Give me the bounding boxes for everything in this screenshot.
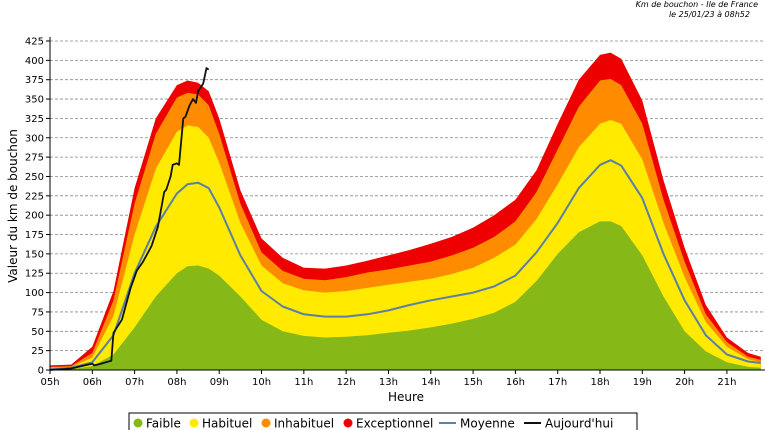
x-axis-title: Heure xyxy=(388,390,424,404)
y-tick-label: 225 xyxy=(25,191,44,202)
y-tick-label: 200 xyxy=(25,211,44,222)
legend-label: Inhabituel xyxy=(274,417,334,430)
x-tick-label: 13h xyxy=(379,377,398,388)
y-tick-label: 275 xyxy=(25,153,44,164)
y-tick-label: 0 xyxy=(38,366,44,377)
x-tick-label: 20h xyxy=(675,377,694,388)
y-tick-label: 375 xyxy=(25,75,44,86)
x-tick-label: 17h xyxy=(548,377,567,388)
lines xyxy=(49,67,761,371)
y-tick-label: 150 xyxy=(25,249,44,260)
legend-label: Aujourd'hui xyxy=(545,417,613,430)
y-tick-label: 425 xyxy=(25,37,44,48)
legend-label: Exceptionnel xyxy=(356,417,433,430)
x-tick-label: 19h xyxy=(633,377,652,388)
legend-label: Moyenne xyxy=(460,417,515,430)
x-tick-label: 11h xyxy=(294,377,313,388)
stamp-date: le 25/01/23 à 08h52 xyxy=(669,10,750,19)
stamp-title: Km de bouchon - Ile de France xyxy=(636,0,758,9)
line-aujourdhui xyxy=(49,67,210,371)
legend-frame xyxy=(128,412,638,430)
legend-swatch xyxy=(261,418,271,428)
x-tick-label: 18h xyxy=(590,377,609,388)
x-tick-label: 21h xyxy=(717,377,736,388)
x-tick-label: 10h xyxy=(252,377,271,388)
y-tick-label: 300 xyxy=(25,133,44,144)
x-tick-label: 12h xyxy=(337,377,356,388)
legend-swatch xyxy=(133,418,143,428)
y-tick-label: 25 xyxy=(31,346,44,357)
x-tick-label: 07h xyxy=(125,377,144,388)
legend-label: Habituel xyxy=(202,417,252,430)
x-tick-label: 06h xyxy=(83,377,102,388)
area-faible xyxy=(50,221,761,370)
x-tick-label: 09h xyxy=(210,377,229,388)
x-tick-label: 14h xyxy=(421,377,440,388)
y-tick-label: 125 xyxy=(25,269,44,280)
legend-swatch xyxy=(343,418,353,428)
y-tick-label: 350 xyxy=(25,95,44,106)
y-tick-label: 325 xyxy=(25,114,44,125)
x-tick-label: 16h xyxy=(506,377,525,388)
x-tick-label: 05h xyxy=(40,377,59,388)
y-tick-label: 175 xyxy=(25,230,44,241)
x-tick-label: 08h xyxy=(167,377,186,388)
axes: 0 25 50 75 100 125 150 175 200 225 250 275 300 325 350… xyxy=(25,37,765,388)
y-axis-title: Valeur du km de bouchon xyxy=(6,129,20,283)
y-tick-label: 50 xyxy=(31,327,44,338)
line-moyenne xyxy=(49,159,761,371)
y-tick-label: 250 xyxy=(25,172,44,183)
legend-label: Faible xyxy=(146,417,181,430)
y-tick-label: 75 xyxy=(31,307,44,318)
y-tick-label: 400 xyxy=(25,56,44,67)
y-tick-label: 100 xyxy=(25,288,44,299)
legend-swatch xyxy=(189,418,199,428)
areas xyxy=(50,52,761,371)
x-tick-label: 15h xyxy=(464,377,483,388)
legend: Faible Habituel Inhabituel Exceptionnel Moye… xyxy=(128,412,638,430)
